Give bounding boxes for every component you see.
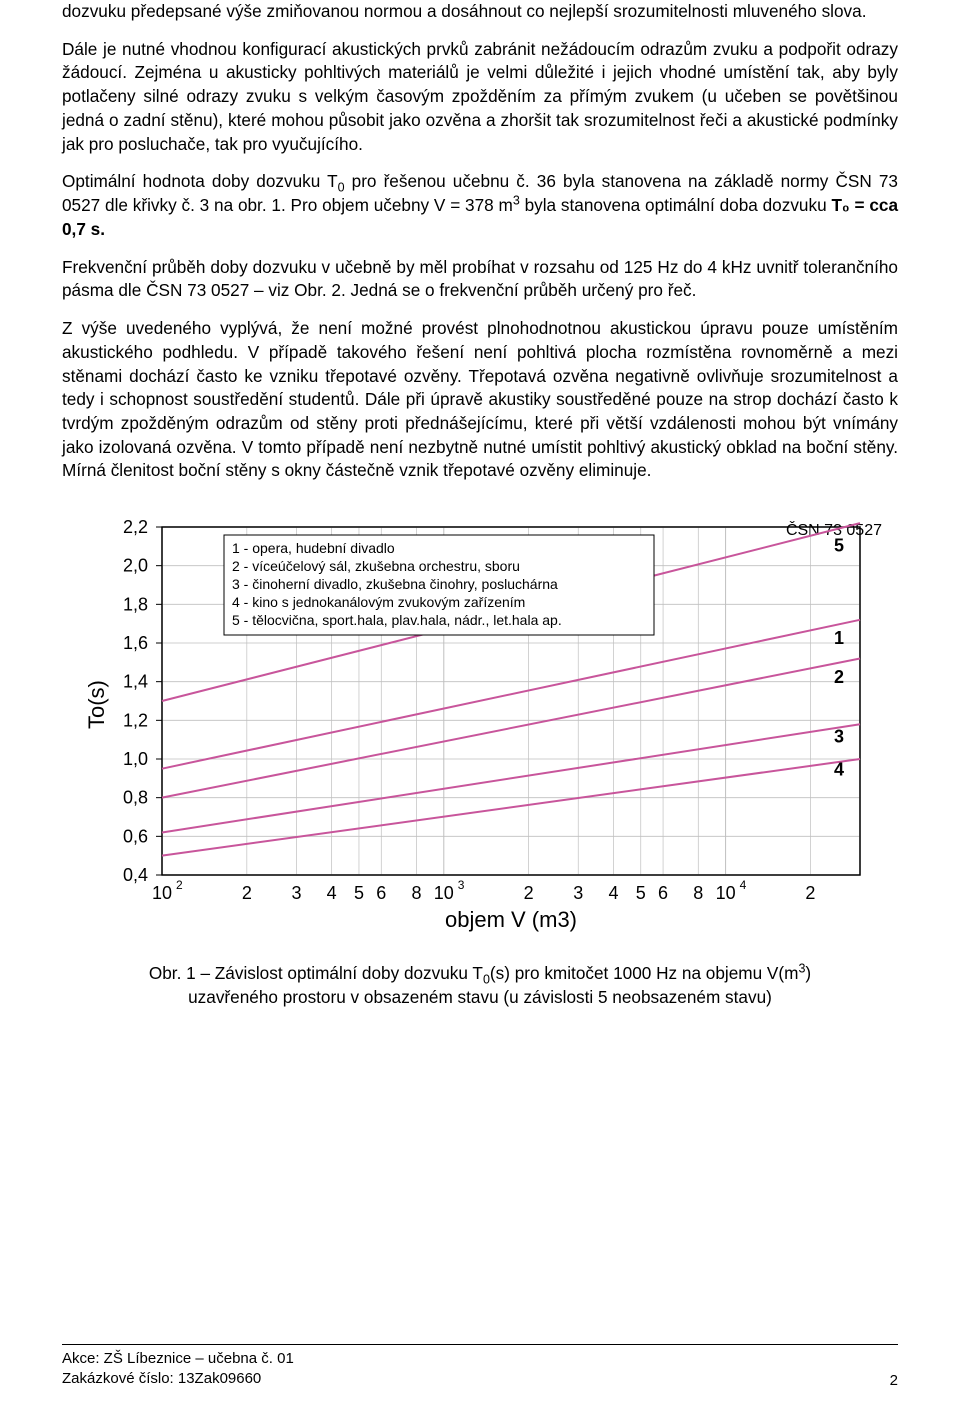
svg-text:0,8: 0,8 <box>123 788 148 808</box>
svg-text:5: 5 <box>834 536 844 556</box>
p3-sub-0: 0 <box>338 181 345 195</box>
para-3: Optimální hodnota doby dozvuku T0 pro ře… <box>62 170 898 241</box>
para-2: Dále je nutné vhodnou konfigurací akusti… <box>62 38 898 157</box>
svg-text:5 - tělocvična, sport.hala, pl: 5 - tělocvična, sport.hala, plav.hala, n… <box>232 612 562 628</box>
para-4: Frekvenční průběh doby dozvuku v učebně … <box>62 256 898 303</box>
svg-text:4: 4 <box>834 760 844 780</box>
svg-text:4: 4 <box>740 878 747 892</box>
p3-text-a: Optimální hodnota doby dozvuku T <box>62 171 338 191</box>
p3-sup-3: 3 <box>513 193 520 207</box>
svg-text:6: 6 <box>376 883 386 903</box>
svg-text:5: 5 <box>354 883 364 903</box>
footer-page-number: 2 <box>890 1372 898 1389</box>
caption-b: (s) pro kmitočet 1000 Hz na objemu V(m <box>490 963 799 983</box>
svg-text:2: 2 <box>176 878 183 892</box>
svg-text:0,4: 0,4 <box>123 865 148 885</box>
svg-text:objem V (m3): objem V (m3) <box>445 907 577 932</box>
svg-text:2,2: 2,2 <box>123 517 148 537</box>
svg-text:2: 2 <box>805 883 815 903</box>
svg-text:1,2: 1,2 <box>123 711 148 731</box>
footer-project: Akce: ZŠ Líbeznice – učebna č. 01 <box>62 1349 294 1369</box>
svg-text:3: 3 <box>573 883 583 903</box>
svg-text:2: 2 <box>242 883 252 903</box>
figure-caption: Obr. 1 – Závislost optimální doby dozvuk… <box>102 961 858 1009</box>
svg-text:10: 10 <box>716 883 736 903</box>
svg-text:2: 2 <box>834 667 844 687</box>
caption-a: Obr. 1 – Závislost optimální doby dozvuk… <box>149 963 483 983</box>
svg-text:3: 3 <box>834 727 844 747</box>
svg-text:1 - opera, hudební divadlo: 1 - opera, hudební divadlo <box>232 540 395 556</box>
svg-text:2: 2 <box>524 883 534 903</box>
svg-text:8: 8 <box>693 883 703 903</box>
caption-sub-0: 0 <box>483 973 490 987</box>
svg-text:8: 8 <box>411 883 421 903</box>
svg-text:10: 10 <box>152 883 172 903</box>
p3-text-c: byla stanovena optimální doba dozvuku <box>520 195 832 215</box>
svg-text:3: 3 <box>291 883 301 903</box>
para-5: Z výše uvedeného vyplývá, že není možné … <box>62 317 898 483</box>
chart-container: ČSN 73 05272,22,01,81,61,41,21,00,80,60,… <box>62 517 898 937</box>
svg-text:1,6: 1,6 <box>123 633 148 653</box>
page-footer: Akce: ZŠ Líbeznice – učebna č. 01 Zakázk… <box>62 1344 898 1390</box>
svg-text:6: 6 <box>658 883 668 903</box>
footer-rule <box>62 1344 898 1345</box>
svg-text:2,0: 2,0 <box>123 556 148 576</box>
svg-text:To(s): To(s) <box>84 680 109 729</box>
svg-text:5: 5 <box>636 883 646 903</box>
svg-text:4: 4 <box>327 883 337 903</box>
svg-text:3 - činoherní divadlo, zkušebn: 3 - činoherní divadlo, zkušebna činohry,… <box>232 576 558 592</box>
svg-text:2 - víceúčelový sál, zkušebna: 2 - víceúčelový sál, zkušebna orchestru,… <box>232 558 520 574</box>
para-1: dozvuku předepsané výše zmiňovanou normo… <box>62 0 898 24</box>
svg-text:3: 3 <box>458 878 465 892</box>
svg-text:4: 4 <box>608 883 618 903</box>
svg-text:4 - kino s jednokanálovým zvuk: 4 - kino s jednokanálovým zvukovým zaříz… <box>232 594 525 610</box>
footer-order: Zakázkové číslo: 13Zak09660 <box>62 1369 294 1389</box>
svg-text:1,8: 1,8 <box>123 595 148 615</box>
svg-text:1,4: 1,4 <box>123 672 148 692</box>
svg-text:1,0: 1,0 <box>123 749 148 769</box>
reverberation-chart: ČSN 73 05272,22,01,81,61,41,21,00,80,60,… <box>70 517 890 937</box>
svg-text:0,6: 0,6 <box>123 827 148 847</box>
svg-text:1: 1 <box>834 628 844 648</box>
svg-text:10: 10 <box>434 883 454 903</box>
